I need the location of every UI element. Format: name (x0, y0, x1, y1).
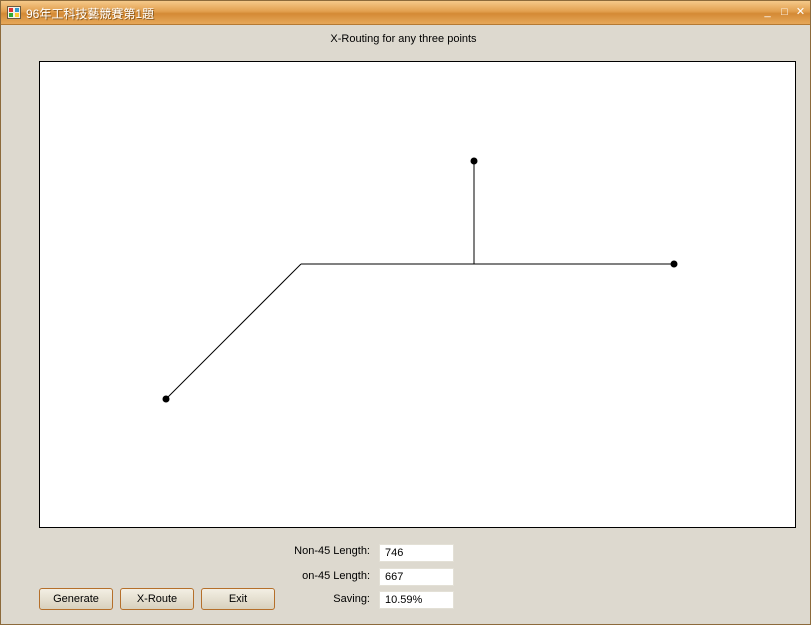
maximize-icon[interactable]: □ (781, 6, 788, 18)
window-title: 96年工科技藝競賽第1題 (26, 7, 155, 21)
routing-canvas[interactable] (39, 61, 796, 528)
generate-button[interactable]: Generate (39, 588, 113, 610)
title-bar[interactable]: 96年工科技藝競賽第1題 _ □ ✕ (1, 1, 810, 25)
app-window-icon (7, 6, 21, 19)
x-route-button[interactable]: X-Route (120, 588, 194, 610)
route-drawing (162, 157, 678, 403)
point-a (162, 395, 170, 403)
point-c (670, 260, 678, 268)
non45-length-field[interactable]: 746 (379, 544, 454, 562)
exit-button[interactable]: Exit (201, 588, 275, 610)
page-title: X-Routing for any three points (330, 33, 477, 45)
close-icon[interactable]: ✕ (795, 6, 806, 18)
minimize-icon[interactable]: _ (764, 6, 771, 18)
point-b (470, 157, 478, 165)
route-segment-diagonal (165, 263, 302, 400)
saving-field[interactable]: 10.59% (379, 591, 454, 609)
non45-length-label: Non-45 Length: (294, 545, 370, 557)
saving-label: Saving: (333, 593, 370, 605)
on45-length-label: on-45 Length: (302, 570, 370, 582)
on45-length-field[interactable]: 667 (379, 568, 454, 586)
